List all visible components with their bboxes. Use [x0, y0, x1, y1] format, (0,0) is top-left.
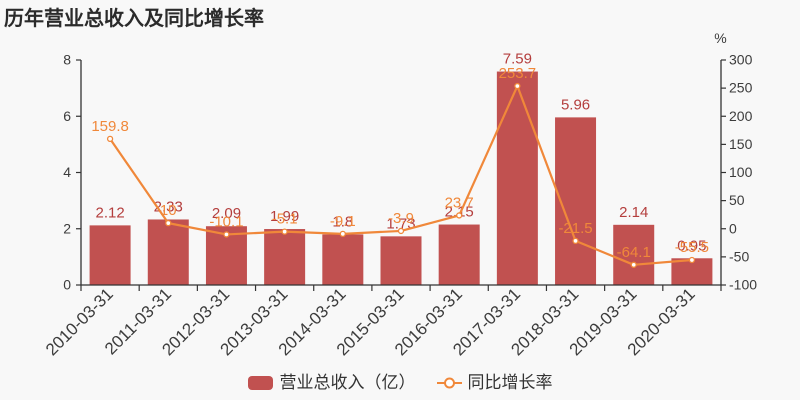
growth-label-2015-03-31: -3.9 — [388, 210, 414, 227]
right-axis-label--100: -100 — [729, 277, 757, 293]
bar-2013-03-31[interactable] — [264, 229, 306, 285]
growth-label-2011-03-31: 10 — [160, 202, 177, 219]
bar-series-swatch-icon — [247, 376, 273, 390]
growth-label-2019-03-31: -64.1 — [617, 244, 651, 261]
left-axis-label-0: 0 — [63, 277, 71, 293]
bar-label-2010-03-31: 2.12 — [95, 204, 124, 221]
bar-2010-03-31[interactable] — [89, 225, 131, 285]
bar-label-2014-03-31: 1.8 — [332, 213, 353, 230]
bar-2011-03-31[interactable] — [147, 219, 189, 285]
bar-2017-03-31[interactable] — [496, 71, 538, 285]
legend-label-revenue: 营业总收入（亿） — [279, 373, 416, 392]
legend-item-revenue[interactable]: 营业总收入（亿） — [247, 373, 416, 393]
right-axis-label-100: 100 — [729, 164, 753, 180]
right-axis-label-200: 200 — [729, 108, 753, 124]
growth-label-2014-03-31: -9.1 — [330, 213, 356, 230]
right-axis-label-50: 50 — [729, 192, 745, 208]
right-axis-label-150: 150 — [729, 136, 753, 152]
growth-point-2018-03-31[interactable] — [572, 237, 579, 244]
line-series-marker-icon — [436, 377, 462, 389]
bar-label-2017-03-31: 7.59 — [503, 51, 532, 68]
growth-point-2012-03-31[interactable] — [223, 231, 230, 238]
growth-point-2010-03-31[interactable] — [106, 135, 114, 143]
chart-title: 历年营业总收入及同比增长率 — [4, 8, 264, 30]
right-axis-label-250: 250 — [729, 80, 753, 96]
growth-label-2020-03-31: -55.5 — [675, 239, 709, 256]
bar-label-2018-03-31: 5.96 — [561, 96, 590, 113]
bar-label-2013-03-31: 1.99 — [270, 208, 299, 225]
growth-point-2014-03-31[interactable] — [339, 230, 346, 238]
growth-label-2017-03-31: 253.7 — [499, 65, 537, 82]
bar-label-2012-03-31: 2.09 — [212, 205, 241, 222]
chart-legend: 营业总收入（亿） 同比增长率 — [0, 373, 800, 393]
left-axis-label-6: 6 — [63, 108, 71, 124]
bar-label-2019-03-31: 2.14 — [619, 204, 648, 221]
growth-label-2013-03-31: -5.1 — [272, 211, 298, 228]
right-axis-label--50: -50 — [729, 248, 749, 264]
growth-label-2016-03-31: 23.7 — [445, 194, 474, 211]
bar-2019-03-31[interactable] — [613, 224, 655, 285]
bar-2016-03-31[interactable] — [438, 224, 480, 285]
left-axis-label-4: 4 — [63, 164, 71, 180]
growth-point-2017-03-31[interactable] — [514, 82, 521, 90]
legend-label-growth: 同比增长率 — [467, 373, 553, 392]
left-axis-label-2: 2 — [63, 220, 71, 236]
bar-2015-03-31[interactable] — [380, 236, 422, 285]
bar-2014-03-31[interactable] — [322, 234, 364, 285]
left-axis-label-8: 8 — [63, 52, 71, 68]
legend-item-growth[interactable]: 同比增长率 — [436, 373, 553, 393]
growth-point-2019-03-31[interactable] — [630, 261, 637, 268]
growth-point-2011-03-31[interactable] — [165, 219, 172, 227]
right-axis-label-300: 300 — [729, 52, 753, 68]
growth-label-2012-03-31: -10.1 — [209, 213, 243, 230]
growth-point-2016-03-31[interactable] — [456, 212, 463, 219]
bar-2018-03-31[interactable] — [555, 117, 597, 285]
growth-point-2020-03-31[interactable] — [688, 256, 696, 264]
right-axis-label-0: 0 — [729, 220, 737, 236]
bar-label-2020-03-31: 0.95 — [677, 237, 706, 254]
right-axis-unit: % — [714, 30, 726, 46]
growth-point-2013-03-31[interactable] — [281, 228, 288, 235]
growth-label-2010-03-31: 159.8 — [91, 118, 129, 135]
growth-label-2018-03-31: -21.5 — [558, 220, 592, 237]
growth-point-2015-03-31[interactable] — [397, 227, 405, 235]
